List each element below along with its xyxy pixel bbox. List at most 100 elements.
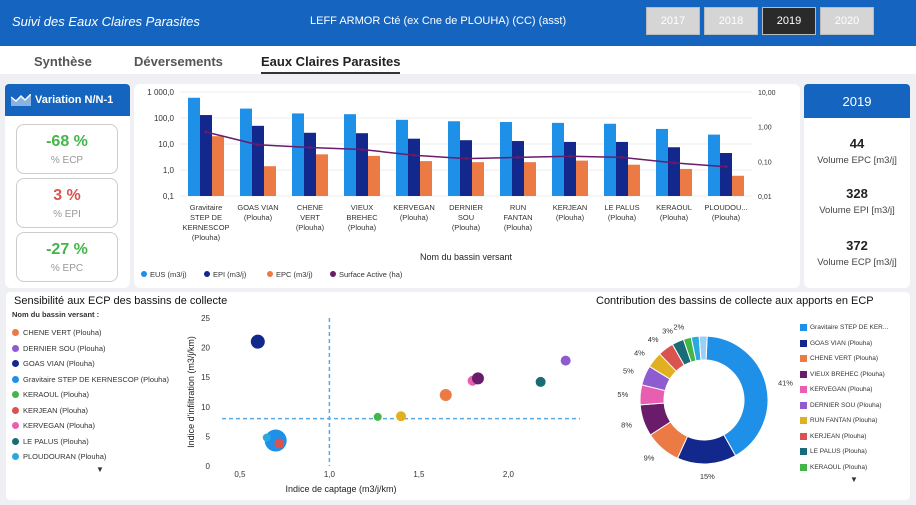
pie-legend-scroll-down-icon[interactable]: ▼ [850,475,858,484]
pie-legend-item[interactable]: KERAOUL (Plouha) [800,460,888,476]
trend-chart-icon [11,94,31,106]
scatter-point-run-fantan-plouha [396,411,406,422]
legend-dot-icon [12,453,19,461]
scatter-y-tick: 20 [201,344,210,353]
bar-eus-m3-j-3 [344,114,356,196]
legend-dot-icon [12,391,19,399]
variation-title: Variation N/N-1 [35,94,114,106]
bar-legend-label-3: Surface Active (ha) [339,270,403,279]
legend-dot-icon [12,375,19,383]
app-title: Suivi des Eaux Claires Parasites [12,14,200,29]
year-button-2020[interactable]: 2020 [820,7,874,35]
legend-square-icon [800,324,807,332]
scatter-y-tick: 25 [201,314,210,323]
donut-label-6: 4% [634,348,645,357]
bar-category-label-4: (Plouha) [400,213,429,222]
bar-category-label-0: (Plouha) [192,233,221,242]
kpi-card-epi: 3 % % EPI [16,178,118,228]
tab-eaux-claires-parasites[interactable]: Eaux Claires Parasites [261,54,401,74]
kpi-label-epi: % EPI [53,209,81,220]
pie-legend-item[interactable]: VIEUX BREHEC (Plouha) [800,367,888,383]
bar-category-label-9: (Plouha) [660,213,689,222]
bar-category-label-3: VIEUX [351,203,374,212]
bar-eus-m3-j-6 [500,122,512,196]
scatter-legend: Nom du bassin versant : CHENE VERT (Plou… [12,310,169,474]
bar-eus-m3-j-0 [188,97,200,196]
scatter-point-kerjean-plouha [274,438,285,449]
bar-eus-m3-j-9 [656,128,668,196]
pie-legend-label: VIEUX BREHEC (Plouha) [810,370,885,378]
kpi-value-epc: -27 % [46,241,88,258]
surface-active-point-9 [672,161,676,165]
bar-y2-tick: 0,01 [758,194,772,201]
scatter-legend-label: LE PALUS (Plouha) [23,436,89,446]
bar-eus-m3-j-1 [240,108,252,196]
scatter-legend-item[interactable]: DERNIER SOU (Plouha) [12,341,169,357]
scatter-point-keraoul-plouha [373,412,382,421]
pie-legend-item[interactable]: KERVEGAN (Plouha) [800,382,888,398]
year-button-2017[interactable]: 2017 [646,7,700,35]
bar-legend-marker-3 [330,271,336,277]
scatter-legend-item[interactable]: KERVEGAN (Plouha) [12,418,169,434]
header-bar: Suivi des Eaux Claires Parasites LEFF AR… [0,0,916,46]
bar-category-label-1: GOAS VIAN [237,203,278,212]
pie-legend-item[interactable]: GOAS VIAN (Plouha) [800,336,888,352]
bar-epc-m3-j-7 [576,160,588,196]
pie-legend-item[interactable]: LE PALUS (Plouha) [800,444,888,460]
pie-legend-item[interactable]: Gravitaire STEP DE KER... [800,320,888,336]
scatter-legend-title: Nom du bassin versant : [12,310,100,319]
bar-y2-tick: 1,00 [758,125,772,132]
legend-square-icon [800,432,807,440]
surface-active-point-10 [724,165,728,169]
bar-y-tick: 100,0 [154,114,175,123]
scatter-legend-item[interactable]: PLOUDOURAN (Plouha) [12,449,169,465]
bar-epi-m3-j-0 [200,115,212,196]
pie-legend-item[interactable]: KERJEAN (Plouha) [800,429,888,445]
surface-active-point-1 [256,143,260,147]
scatter-legend-item[interactable]: CHENE VERT (Plouha) [12,325,169,341]
scatter-x-tick: 2,0 [503,470,515,479]
bar-legend-marker-2 [267,271,273,277]
stat-epc-label: Volume EPC [m3/j] [817,155,897,166]
bar-eus-m3-j-7 [552,122,564,196]
year-button-2019[interactable]: 2019 [762,7,816,35]
bar-category-label-10: PLOUDOU... [704,203,747,212]
donut-slice-autres [698,335,708,361]
surface-active-point-8 [620,155,624,159]
bar-epi-m3-j-4 [408,138,420,196]
scatter-legend-item[interactable]: Gravitaire STEP DE KERNESCOP (Plouha) [12,372,169,388]
pie-legend-item[interactable]: RUN FANTAN (Plouha) [800,413,888,429]
scatter-legend-item[interactable]: GOAS VIAN (Plouha) [12,356,169,372]
year-stats-header: 2019 [804,84,910,118]
stat-epi-value: 328 [846,186,868,201]
pie-legend-label: GOAS VIAN (Plouha) [810,339,873,347]
scatter-legend-item[interactable]: LE PALUS (Plouha) [12,434,169,450]
pie-legend-item[interactable]: DERNIER SOU (Plouha) [800,398,888,414]
bar-category-label-4: KERVEGAN [393,203,435,212]
scatter-legend-item[interactable]: KERJEAN (Plouha) [12,403,169,419]
donut-label-8: 3% [662,327,673,336]
bar-eus-m3-j-4 [396,119,408,196]
bar-epc-m3-j-1 [264,166,276,196]
year-button-2018[interactable]: 2018 [704,7,758,35]
legend-dot-icon [12,329,19,337]
bar-chart-panel: 1 000,0 100,0 10,0 1,0 0,1 10,00 1,00 0,10 0,01 G… [134,84,800,288]
surface-active-point-6 [516,155,520,159]
donut-label-7: 4% [648,335,659,344]
pie-legend-label: Gravitaire STEP DE KER... [810,324,889,332]
pie-legend-item[interactable]: CHENE VERT (Plouha) [800,351,888,367]
bar-epi-m3-j-6 [512,141,524,196]
bar-y-tick: 1,0 [163,166,175,175]
scatter-legend-item[interactable]: KERAOUL (Plouha) [12,387,169,403]
kpi-label-ecp: % ECP [50,155,84,166]
surface-active-point-4 [412,153,416,157]
bar-epc-m3-j-10 [732,175,744,196]
bar-category-label-2: VERT [300,213,320,222]
bar-epc-m3-j-6 [524,162,536,196]
tab-deversements[interactable]: Déversements [134,54,223,69]
scatter-y-axis-title: Indice d'infiltration (m3/j/km) [186,336,196,448]
bar-legend-label-0: EUS (m3/j) [150,270,187,279]
tab-synthese[interactable]: Synthèse [34,54,92,69]
scatter-legend-scroll-down-icon[interactable]: ▼ [96,464,104,474]
scatter-legend-label: KERJEAN (Plouha) [23,405,89,415]
